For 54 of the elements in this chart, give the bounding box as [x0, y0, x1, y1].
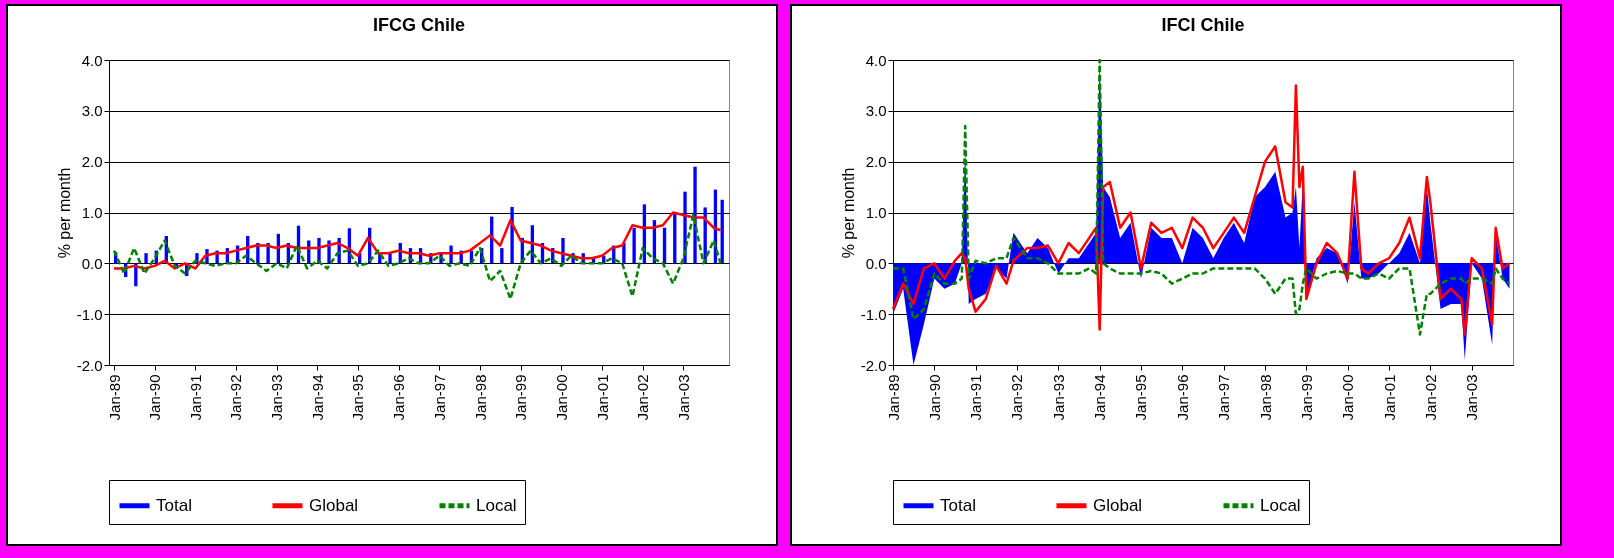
x-tick-label: Jan-01 [1380, 374, 1398, 421]
x-tick-label: Jan-90 [145, 374, 163, 421]
x-tick-label: Jan-91 [186, 374, 204, 421]
x-tick-label: Jan-00 [1338, 374, 1356, 421]
y-tick-label: 1.0 [81, 204, 102, 221]
x-tick-label: Jan-96 [389, 374, 407, 421]
x-tick-label: Jan-00 [552, 374, 570, 421]
y-tick-label: 2.0 [81, 153, 102, 171]
legend-label: Local [475, 495, 517, 515]
x-tick-label: Jan-90 [925, 374, 943, 421]
y-tick-label: -1.0 [860, 305, 886, 323]
x-tick-label: Jan-99 [511, 374, 529, 421]
legend-label: Global [308, 495, 358, 515]
y-tick-label: -2.0 [860, 356, 886, 374]
x-tick-label: Jan-95 [348, 374, 366, 421]
x-tick-label: Jan-94 [1090, 374, 1108, 421]
x-tick-label: Jan-97 [430, 374, 448, 421]
legend-label: Total [155, 495, 192, 515]
x-tick-label: Jan-02 [1421, 374, 1439, 421]
x-tick-label: Jan-93 [267, 374, 285, 421]
x-tick-label: Jan-96 [1173, 374, 1191, 421]
y-axis-title: % per month [55, 167, 73, 259]
x-tick-label: Jan-98 [1256, 374, 1274, 421]
chart-title: IFCG Chile [372, 15, 465, 35]
chart-title: IFCI Chile [1160, 15, 1245, 35]
y-tick-label: 2.0 [865, 153, 886, 171]
x-tick-label: Jan-02 [633, 374, 651, 421]
x-tick-label: Jan-89 [105, 374, 122, 421]
x-tick-label: Jan-03 [674, 374, 692, 421]
x-tick-label: Jan-98 [471, 374, 489, 421]
y-tick-label: 4.0 [81, 51, 102, 69]
x-tick-label: Jan-03 [1462, 374, 1480, 421]
x-tick-label: Jan-97 [1214, 374, 1232, 421]
x-tick-label: Jan-89 [884, 374, 901, 421]
y-tick-label: 1.0 [865, 204, 886, 221]
y-tick-label: 3.0 [865, 102, 886, 120]
x-tick-label: Jan-91 [966, 374, 984, 421]
y-tick-label: 0.0 [865, 254, 886, 272]
x-tick-label: Jan-92 [226, 374, 244, 421]
legend-label: Local [1259, 495, 1301, 515]
x-tick-label: Jan-99 [1297, 374, 1315, 421]
y-axis-title: % per month [839, 167, 857, 259]
y-tick-label: -1.0 [76, 305, 102, 323]
legend-label: Global [1092, 495, 1142, 515]
x-tick-label: Jan-94 [308, 374, 326, 421]
y-tick-label: 0.0 [81, 254, 102, 272]
x-tick-label: Jan-01 [593, 374, 611, 421]
x-tick-label: Jan-92 [1007, 374, 1025, 421]
y-tick-label: 4.0 [865, 51, 886, 69]
x-tick-label: Jan-95 [1131, 374, 1149, 421]
legend-label: Total [939, 495, 976, 515]
x-tick-label: Jan-93 [1049, 374, 1067, 421]
y-tick-label: 3.0 [81, 102, 102, 120]
y-tick-label: -2.0 [76, 356, 102, 374]
